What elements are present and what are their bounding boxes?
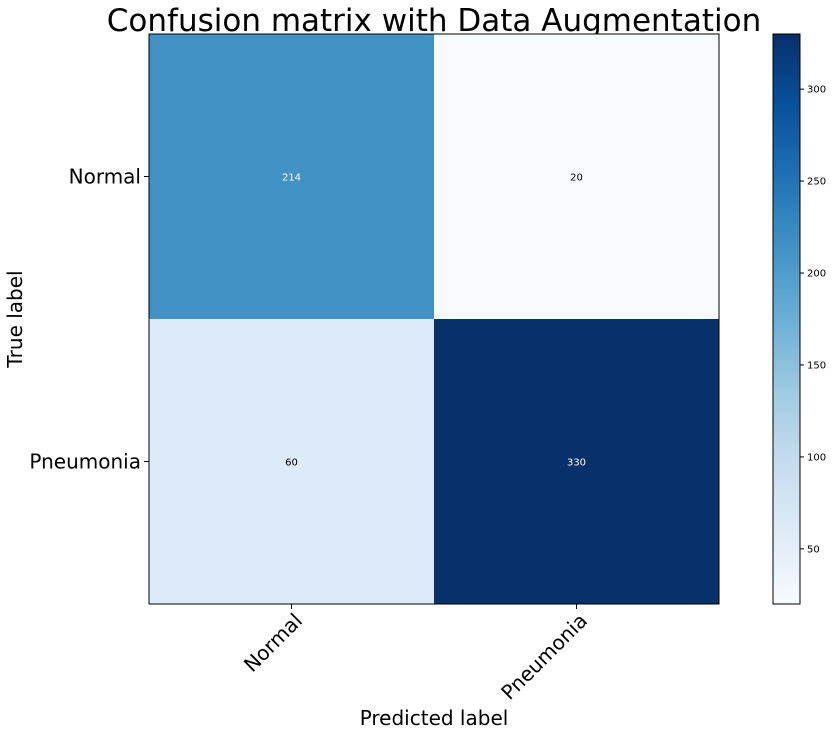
heatmap-cell xyxy=(434,319,719,604)
colorbar-tick-label: 200 xyxy=(807,269,826,280)
colorbar-tick-label: 50 xyxy=(807,544,820,555)
cell-value-label: 60 xyxy=(285,458,298,469)
x-axis-label: Predicted label xyxy=(360,706,509,730)
colorbar-tick-label: 150 xyxy=(807,360,826,371)
colorbar-ticks: 50 100 150 200 250 300 xyxy=(800,85,826,555)
heatmap-cell xyxy=(149,319,434,604)
plot-frame xyxy=(148,33,720,605)
heatmap-cells: 214 20 60 330 xyxy=(149,34,719,604)
colorbar-tick-label: 300 xyxy=(807,85,826,96)
y-axis-label: True label xyxy=(3,270,27,368)
colorbar-tick-label: 250 xyxy=(807,177,826,188)
colorbar xyxy=(772,33,801,605)
x-axis-ticks: Normal Pneumonia xyxy=(239,604,592,704)
x-tick-label: Normal xyxy=(239,609,307,677)
cell-value-label: 214 xyxy=(282,173,301,184)
y-tick-label: Normal xyxy=(69,165,141,189)
colorbar-tick-label: 100 xyxy=(807,452,826,463)
y-axis-ticks: Normal Pneumonia xyxy=(29,165,149,474)
heatmap-cell xyxy=(149,34,434,319)
cell-value-label: 20 xyxy=(570,173,583,184)
heatmap-cell xyxy=(434,34,719,319)
chart-title: Confusion matrix with Data Augmentation xyxy=(107,3,761,39)
x-tick-label: Pneumonia xyxy=(496,609,592,705)
y-tick-label: Pneumonia xyxy=(29,450,141,474)
cell-value-label: 330 xyxy=(567,458,586,469)
